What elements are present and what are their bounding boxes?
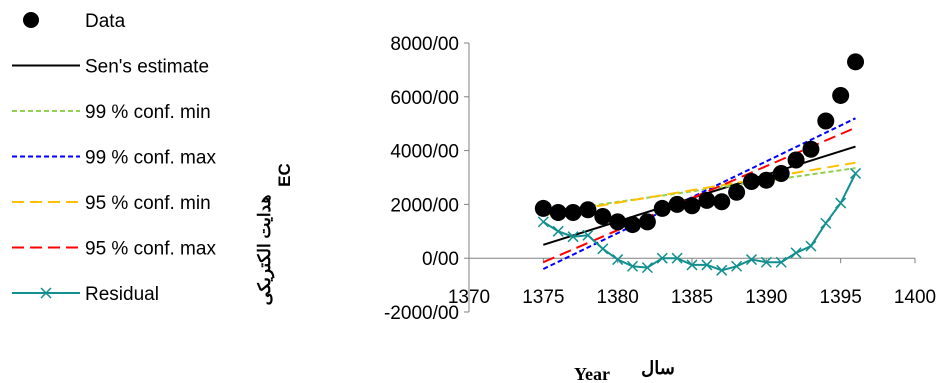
legend: Data Sen's estimate 99 % conf. min 99 % con… <box>12 11 216 305</box>
y-tick-label: -2000/00 <box>384 303 459 324</box>
data-point <box>817 112 835 130</box>
residual-marker <box>820 217 832 229</box>
data-point <box>832 86 850 104</box>
x-tick-label: 1395 <box>820 287 862 308</box>
data-point <box>668 195 686 213</box>
residual-marker <box>656 252 668 264</box>
x-tick-label: 1390 <box>745 287 787 308</box>
y-tick-label: 4000/00 <box>390 142 459 163</box>
data-point <box>594 208 612 226</box>
data-point <box>683 197 701 215</box>
residual-marker <box>745 254 757 266</box>
y-tick-label: 6000/00 <box>390 88 459 109</box>
residual-marker <box>671 252 683 264</box>
y-tick-label: 0/00 <box>422 249 459 270</box>
residual-marker <box>627 260 639 272</box>
data-point <box>742 173 760 191</box>
residual-marker <box>686 259 698 271</box>
residual-marker <box>850 167 862 179</box>
data-point <box>534 199 552 217</box>
y-axis-label-persian: هدایت الکتریکی <box>255 195 275 306</box>
data-point <box>787 151 805 169</box>
data-point <box>549 203 567 221</box>
data-point <box>772 164 790 182</box>
data-point <box>653 199 671 217</box>
series-line-95-conf-max <box>542 126 856 264</box>
legend-label-99-conf-max: 99 % conf. max <box>85 148 216 169</box>
residual-marker <box>835 197 847 209</box>
residual-marker <box>701 259 713 271</box>
data-point <box>757 171 775 189</box>
data-point <box>802 140 820 158</box>
x-tick-label: 1385 <box>671 287 713 308</box>
x-tick-label: 1380 <box>597 287 639 308</box>
series-line-99-conf-max <box>542 117 856 270</box>
residual-marker <box>716 264 728 276</box>
data-point <box>579 201 597 219</box>
data-point <box>638 213 656 231</box>
residual-marker <box>612 254 624 266</box>
x-tick-label: 1375 <box>522 287 564 308</box>
y-tick-label: 2000/00 <box>390 195 459 216</box>
data-point <box>698 191 716 209</box>
y-tick-label: 8000/00 <box>390 34 459 55</box>
x-axis-label-persian: سال <box>641 358 675 378</box>
residual-marker <box>597 243 609 255</box>
data-point <box>609 213 627 231</box>
residual-marker <box>731 260 743 272</box>
x-tick-label: 1400 <box>894 287 936 308</box>
series-line-99-conf-min <box>543 167 856 214</box>
y-axis-label-ec: EC <box>275 163 294 187</box>
residual-marker <box>582 229 594 241</box>
residual-marker <box>537 216 549 228</box>
legend-label-99-conf-min: 99 % conf. min <box>85 102 211 123</box>
residual-marker <box>805 240 817 252</box>
legend-label-data: Data <box>85 11 126 32</box>
data-point <box>728 183 746 201</box>
residual-marker <box>567 231 579 243</box>
legend-label-residual: Residual <box>85 284 159 305</box>
legend-residual-marker <box>40 287 52 299</box>
x-tick-label: 1370 <box>448 287 490 308</box>
series-line-95-conf-min <box>543 161 856 217</box>
legend-swatch-data <box>23 12 39 28</box>
residual-marker <box>552 225 564 237</box>
residual-marker <box>760 256 772 268</box>
data-point <box>713 193 731 211</box>
plot-area: -2000/00 0/00 2000/00 4000/00 6000/00 8000/00… <box>384 34 936 324</box>
legend-label-95-conf-min: 95 % conf. min <box>85 193 211 214</box>
legend-label-95-conf-max: 95 % conf. max <box>85 239 216 260</box>
data-point <box>624 216 642 234</box>
data-point <box>847 53 865 71</box>
legend-label-sen-s-estimate: Sen's estimate <box>85 57 209 78</box>
residual-marker <box>775 256 787 268</box>
data-point <box>564 203 582 221</box>
residual-marker <box>641 262 653 274</box>
series-line-residual <box>542 173 857 272</box>
x-axis-label-year: Year <box>574 364 610 383</box>
residual-marker <box>790 247 802 259</box>
